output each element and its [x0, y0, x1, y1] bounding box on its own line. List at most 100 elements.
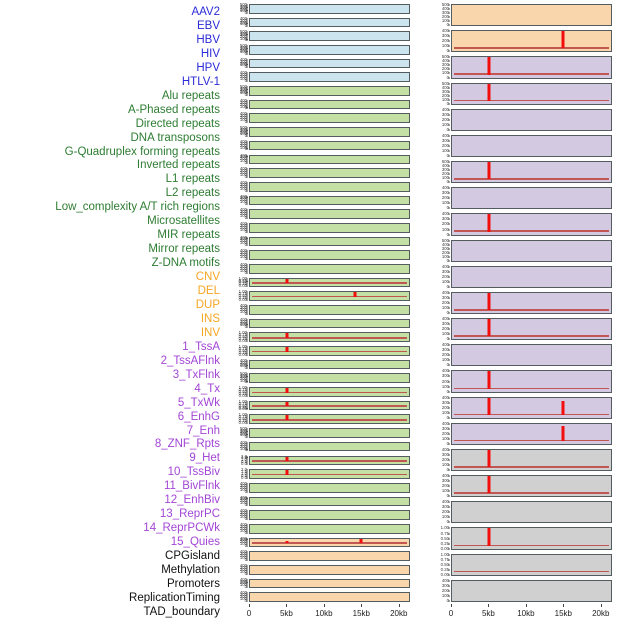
y-tick-label: 300 [239, 128, 247, 134]
y-tick-label: 200 [441, 587, 449, 593]
y-tick-mark [448, 433, 450, 435]
track-box[interactable] [249, 373, 410, 384]
track-box[interactable] [249, 181, 410, 192]
y-tick-mark [246, 293, 248, 295]
track-box[interactable] [451, 30, 612, 53]
y-tick-mark [246, 500, 248, 502]
y-tick-label: 200 [441, 456, 449, 462]
data-spike [487, 292, 491, 311]
y-tick-label: 300 [441, 582, 449, 588]
track-box[interactable] [249, 72, 410, 83]
track-box[interactable] [451, 475, 612, 498]
y-tick-mark [246, 283, 248, 285]
y-tick-label: 200 [239, 539, 247, 545]
track-box[interactable] [249, 263, 410, 274]
y-tick-label: 0.50 [440, 535, 449, 541]
y-tick-mark [448, 114, 450, 116]
track-box[interactable] [249, 154, 410, 165]
track-box[interactable] [249, 564, 410, 575]
y-tick-mark [246, 323, 248, 324]
track-box[interactable] [249, 277, 410, 288]
y-tick-label: 0.50 [440, 561, 449, 567]
track-box[interactable] [249, 482, 410, 493]
track-box[interactable] [451, 134, 612, 158]
track-box[interactable] [451, 161, 612, 184]
track-box[interactable] [451, 4, 612, 27]
y-tick-label: 0 [245, 502, 247, 507]
track-box[interactable] [249, 195, 410, 206]
track-box[interactable] [451, 318, 612, 341]
track-box[interactable] [249, 400, 410, 411]
row-label-directed-repeats: Directed repeats [135, 117, 220, 130]
track-box[interactable] [249, 578, 410, 589]
track-box[interactable] [451, 108, 612, 131]
track-box[interactable] [451, 291, 612, 315]
y-tick-mark [246, 430, 248, 432]
track-box[interactable] [451, 396, 612, 419]
track-box[interactable] [249, 414, 410, 425]
track-box[interactable] [249, 209, 410, 219]
row-label-htlv-1: HTLV-1 [181, 75, 220, 88]
track-box[interactable] [451, 56, 612, 79]
track-box[interactable] [451, 553, 612, 576]
track-box[interactable] [249, 551, 410, 561]
track-box[interactable] [249, 127, 410, 137]
track-box[interactable] [249, 469, 410, 479]
track-box[interactable] [249, 428, 410, 438]
track-box[interactable] [249, 346, 410, 356]
track-box[interactable] [249, 17, 410, 28]
track-box[interactable] [249, 222, 410, 233]
track-box[interactable] [451, 579, 612, 602]
track-box[interactable] [451, 82, 612, 105]
track-box[interactable] [249, 45, 410, 55]
track-box[interactable] [249, 523, 410, 534]
track-box[interactable] [451, 187, 612, 210]
track-box[interactable] [249, 250, 410, 260]
track-box[interactable] [249, 113, 410, 124]
track-box[interactable] [451, 501, 612, 524]
track-box[interactable] [249, 86, 410, 96]
y-tick-label: 200 [441, 116, 449, 122]
track-box[interactable] [249, 496, 410, 507]
track-box[interactable] [451, 422, 612, 445]
track-box[interactable] [249, 4, 410, 14]
track-box[interactable] [451, 265, 612, 288]
y-tick-label: 100 [441, 96, 449, 102]
y-tick-mark [448, 140, 450, 142]
track-box[interactable] [249, 58, 410, 69]
y-axis: 0.0 0.5 1.0 1.5 2.0 [228, 467, 248, 481]
track-box[interactable] [451, 448, 612, 472]
y-tick-mark [246, 256, 248, 258]
track-box[interactable] [249, 332, 410, 343]
track-box[interactable] [249, 291, 410, 301]
y-tick-label: 400 [441, 499, 449, 505]
y-tick-label: 0.75 [238, 332, 247, 338]
track-box[interactable] [249, 359, 410, 370]
track-box[interactable] [249, 31, 410, 42]
track-box[interactable] [249, 537, 410, 548]
track-box[interactable] [451, 527, 612, 550]
track-box[interactable] [451, 370, 612, 393]
track-box[interactable] [249, 305, 410, 315]
track-box[interactable] [249, 455, 410, 466]
track-box[interactable] [249, 441, 410, 452]
track-box[interactable] [249, 236, 410, 247]
y-tick-mark [448, 533, 450, 534]
track-box[interactable] [249, 510, 410, 520]
y-tick-label: 0.75 [440, 530, 449, 536]
track-box[interactable] [249, 140, 410, 151]
track-box[interactable] [249, 99, 410, 110]
track-box[interactable] [451, 239, 612, 262]
track-box[interactable] [451, 344, 612, 367]
y-tick-label: 100 [239, 103, 247, 109]
track-box[interactable] [249, 168, 410, 178]
track-box[interactable] [249, 318, 410, 329]
track-box[interactable] [249, 387, 410, 397]
track-box[interactable] [249, 592, 410, 602]
y-tick-mark [246, 487, 248, 489]
track-box[interactable] [451, 213, 612, 236]
